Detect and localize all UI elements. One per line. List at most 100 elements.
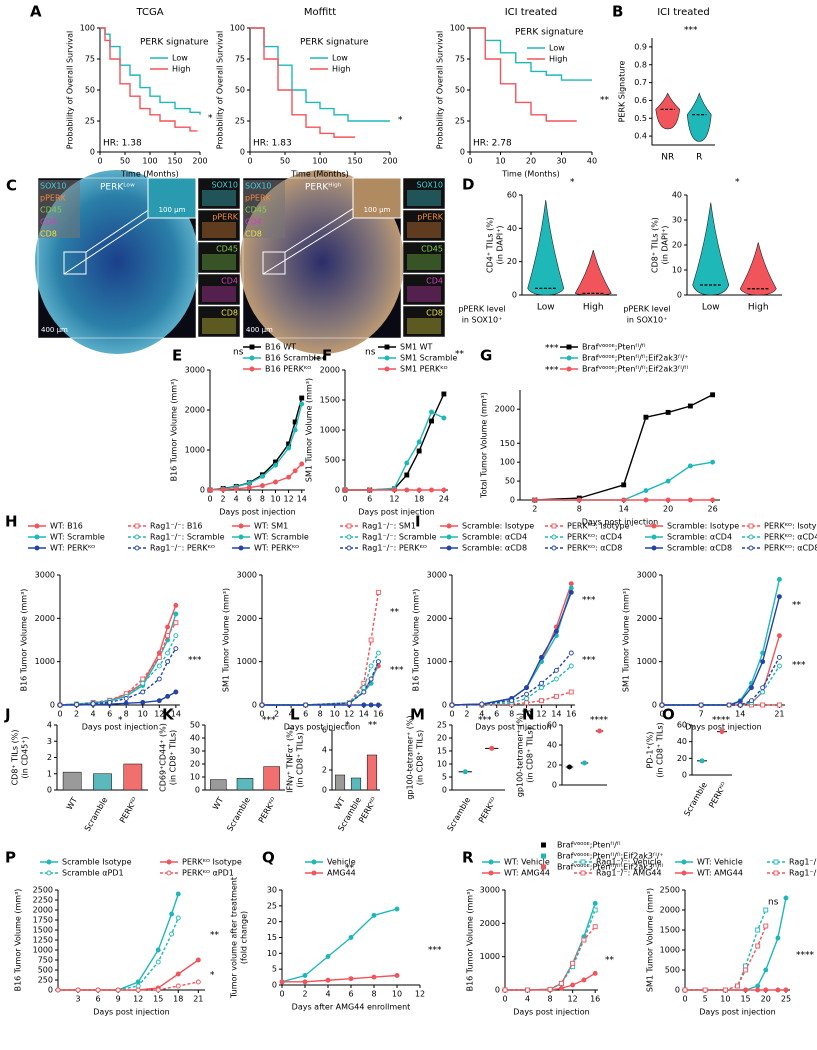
x-tick-label: 50 [280, 157, 290, 166]
y-tick-label: 60 [507, 191, 517, 200]
marker [581, 937, 587, 943]
annotation: HR: 1.83 [253, 139, 292, 149]
panel-letter: J [4, 706, 11, 724]
legend-label: WT: B16 [50, 522, 83, 531]
x-tick-label: 12 [415, 990, 425, 999]
x-tick-label: 2 [302, 990, 307, 999]
mean-dot [462, 769, 468, 775]
y-tick-label: 0.9 [634, 42, 647, 51]
y-tick-label: 1000 [35, 657, 55, 666]
x-tick-label: 200 [382, 157, 397, 166]
legend-marker [249, 366, 255, 372]
chart: 0 10 20 30 40 CD8⁺ TILs (%) (in DAPI⁺) pPERK le… [623, 178, 782, 325]
legend-marker [748, 545, 754, 551]
legend-label: Brafⱽ⁶⁰⁰ᴱ;Ptenᶠˡ/ᶠˡ;Eif2ak3ᶠˡ/⁺ [557, 852, 664, 861]
x-axis-label: Days post injection [219, 508, 296, 517]
legend-label: Rag1⁻/⁻: Vehicle [789, 858, 817, 867]
series-line [345, 411, 445, 491]
y-axis-label: (in CD8⁺ TILs) [296, 732, 305, 788]
legend-marker [384, 344, 390, 350]
mean-dot [582, 760, 587, 766]
legend-label: WT: Scramble [254, 533, 309, 542]
series-line [59, 635, 177, 706]
violin [527, 199, 565, 296]
y-tick-label: 5 [442, 773, 447, 782]
channel-label: SOX10 [40, 182, 67, 191]
annotation: ns [768, 898, 779, 908]
channel-signal [407, 222, 441, 238]
legend-marker [238, 534, 244, 540]
panel-letter: I [415, 513, 421, 531]
x-tick-label: 10 [521, 710, 531, 719]
marker [123, 696, 129, 701]
legend-label: AMG44 [327, 869, 356, 878]
x-axis-label: in SOX10⁺ [627, 316, 668, 325]
x-tick-label: 8 [371, 990, 376, 999]
channel-tile [402, 241, 446, 274]
legend-label: Scramble αPD1 [62, 869, 124, 878]
bar [210, 779, 227, 791]
annotation: **** [712, 716, 731, 726]
y-tick-label: 0.7 [634, 78, 647, 87]
mean-dot [489, 745, 495, 751]
y-tick-label: 2000 [427, 614, 447, 623]
marker [539, 698, 544, 704]
annotation: *** [262, 716, 276, 726]
legend-label: Brafⱽ⁶⁰⁰ᴱ;Ptenᶠˡ/ᶠˡ;Eif2ak3ᶠˡ/ᶠˡ [557, 863, 663, 872]
marker [140, 699, 146, 705]
y-tick-label: 0 [552, 781, 557, 790]
x-tick-label: 21 [193, 995, 203, 1004]
chart: B ICI treated 0.4 0.5 0.6 0.7 0.8 0.9 PERK Signa… [612, 3, 715, 163]
axis-line [209, 370, 305, 491]
x-tick-label: 12 [284, 495, 294, 504]
legend-label: Scramble: Isotype [462, 522, 534, 531]
x-tick-label: 12 [568, 995, 578, 1004]
x-tick-label: 2 [274, 710, 279, 719]
legend-label: Scramble: αCD8 [667, 544, 732, 553]
series-line [282, 974, 398, 983]
marker [479, 701, 485, 707]
legend-marker [384, 366, 390, 372]
x-axis-label: Days post injection [82, 723, 159, 732]
y-axis-label: (in DAPI⁺) [661, 226, 670, 265]
y-tick-label: 3000 [185, 366, 205, 375]
x-tick-label: PERKᴷᴼ [477, 796, 499, 825]
legend-marker [580, 870, 586, 876]
x-tick-label: 0 [659, 710, 664, 719]
y-tick-label: 1000 [237, 657, 257, 666]
x-axis-label: pPERK level [458, 305, 505, 314]
channel-label: CD8 [426, 309, 443, 318]
x-axis-label: Time (Months) [290, 170, 349, 179]
marker [776, 654, 782, 660]
x-axis-label: Days post injection [513, 1008, 590, 1017]
x-tick-label: 12 [536, 710, 546, 719]
marker [346, 700, 352, 706]
series-line [262, 592, 380, 706]
y-tick-label: 3000 [35, 571, 55, 580]
marker [763, 967, 769, 973]
marker [429, 418, 434, 424]
x-tick-label: Scramble [225, 796, 252, 833]
panel-letter: L [290, 706, 300, 724]
legend-marker [551, 545, 557, 551]
series-line [58, 893, 179, 991]
legend-marker [249, 355, 255, 361]
legend-title: PERK signature [300, 38, 369, 48]
marker [175, 983, 181, 989]
marker [165, 633, 171, 639]
marker [621, 482, 627, 488]
marker [155, 987, 161, 993]
legend-label: WT: PERKᴷᴼ [254, 544, 299, 553]
channel-tile [197, 273, 241, 306]
marker [173, 633, 179, 639]
marker [165, 624, 171, 630]
legend-marker [446, 534, 452, 540]
series-line [451, 587, 572, 706]
y-tick-label: 0 [652, 701, 657, 710]
marker [299, 461, 305, 467]
y-tick-label: 30 [672, 216, 682, 225]
channel-signal [407, 254, 441, 270]
y-tick-label: 0 [512, 291, 517, 300]
marker [325, 977, 331, 983]
